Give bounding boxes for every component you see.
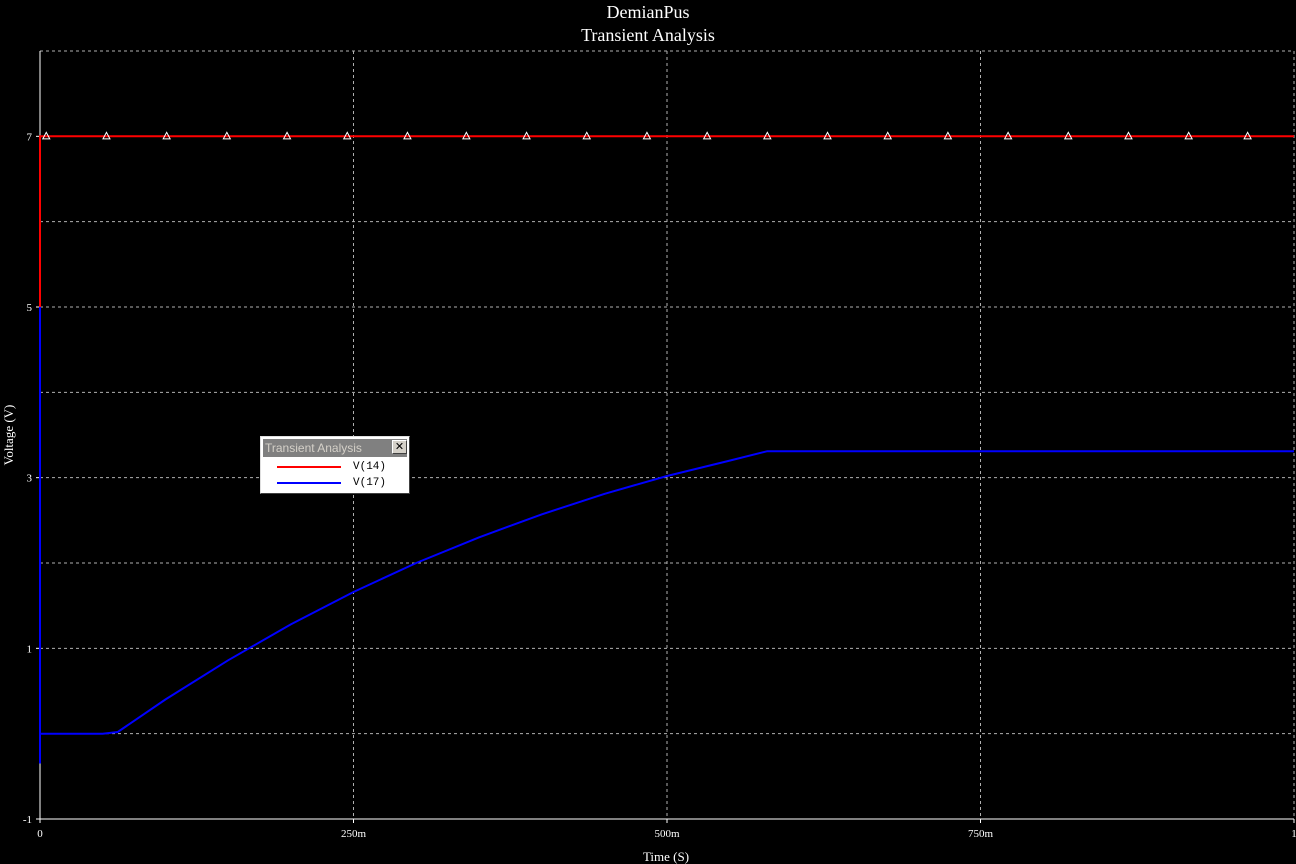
series-marker <box>762 131 772 140</box>
legend-entry-v14[interactable]: V(14) <box>277 460 407 474</box>
x-tick-label: 1 <box>1291 828 1296 840</box>
series-marker <box>222 131 232 140</box>
series-marker <box>642 131 652 140</box>
chart-title: DemianPus <box>607 2 690 22</box>
grid <box>40 50 1295 819</box>
legend-label-v17: V(17) <box>353 477 387 489</box>
legend-window[interactable]: Transient Analysis ✕ V(14) V(17) <box>260 436 410 494</box>
series-marker <box>702 131 712 140</box>
legend-swatch-v17 <box>277 482 341 484</box>
chart-subtitle: Transient Analysis <box>581 25 715 45</box>
series-marker <box>943 131 953 140</box>
series-marker <box>41 131 51 140</box>
y-tick-label: 3 <box>27 473 33 485</box>
y-tick-label: -1 <box>23 814 32 826</box>
close-icon[interactable]: ✕ <box>392 440 407 454</box>
series-line-1 <box>39 307 1294 764</box>
y-tick-label: 7 <box>27 131 33 143</box>
legend-swatch-v14 <box>277 466 341 468</box>
tick-labels: 0 250m 500m 750m 1 -1 1 3 5 7 <box>23 131 1296 840</box>
y-axis-label: Voltage (V) <box>1 405 16 466</box>
axes <box>36 51 1295 823</box>
x-tick-label: 0 <box>37 828 43 840</box>
series-marker <box>823 131 832 140</box>
series-marker <box>582 131 592 140</box>
x-tick-label: 500m <box>654 828 680 840</box>
series-marker <box>462 131 471 140</box>
series-marker <box>1243 131 1252 140</box>
y-tick-label: 1 <box>27 643 33 655</box>
series-marker <box>102 131 111 140</box>
legend-title: Transient Analysis <box>265 441 362 455</box>
series-marker <box>1124 131 1133 140</box>
series-marker <box>282 131 292 140</box>
series-marker <box>1184 131 1194 140</box>
legend-label-v14: V(14) <box>353 461 387 473</box>
series-marker <box>883 131 893 140</box>
legend-titlebar[interactable]: Transient Analysis <box>263 439 407 457</box>
series-marker <box>342 131 352 140</box>
series-marker <box>1003 131 1013 140</box>
series-marker <box>522 131 531 140</box>
series-marker <box>162 131 171 140</box>
x-axis-label: Time (S) <box>643 849 689 864</box>
series <box>39 131 1294 764</box>
x-tick-label: 250m <box>341 828 367 840</box>
legend-entry-v17[interactable]: V(17) <box>277 476 407 490</box>
y-tick-label: 5 <box>27 302 33 314</box>
x-tick-label: 750m <box>968 828 994 840</box>
series-marker <box>403 131 412 140</box>
series-marker <box>1063 131 1073 140</box>
